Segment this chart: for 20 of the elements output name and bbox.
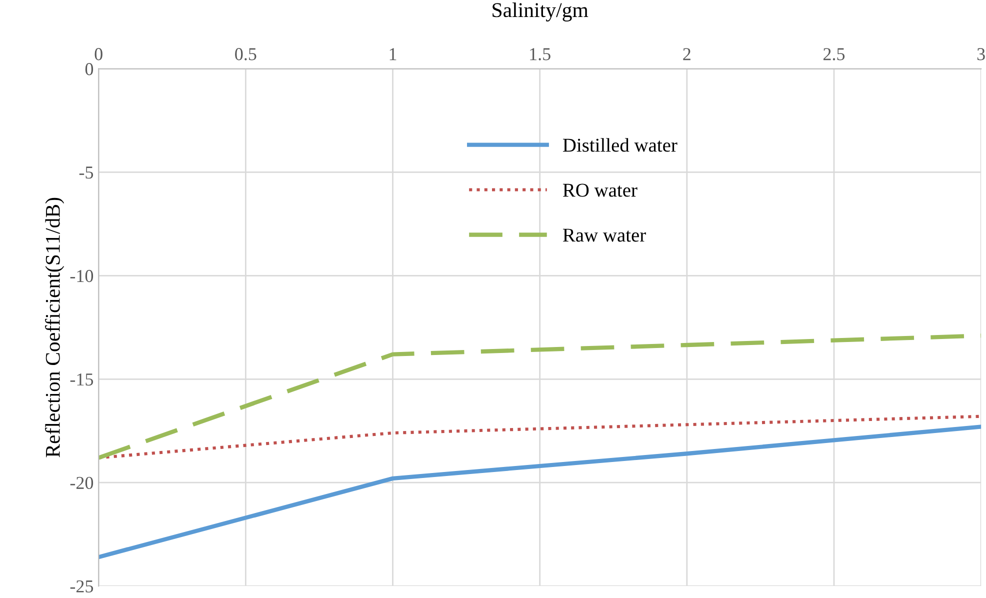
y-tick-label: -20 xyxy=(70,476,94,490)
x-tick-label: 2.5 xyxy=(824,48,845,60)
x-axis-title: Salinity/gm xyxy=(492,2,588,22)
line-series xyxy=(98,424,982,560)
line-series xyxy=(98,334,982,460)
y-axis-title: Reflection Coefficient(S11/dB) xyxy=(45,198,64,458)
y-tick-label: -10 xyxy=(70,270,94,282)
y-tick-label: -15 xyxy=(70,373,94,386)
legend-label: Distilled water xyxy=(562,138,678,152)
legend-label: RO water xyxy=(562,184,638,197)
y-tick-label: -5 xyxy=(79,166,94,179)
x-tick-label: 2 xyxy=(683,48,690,60)
y-tick-label: 0 xyxy=(85,63,94,76)
x-tick-label: 0.5 xyxy=(235,48,256,60)
y-tick-label: -25 xyxy=(70,580,94,592)
legend-label: Raw water xyxy=(562,228,646,242)
x-tick-label: 3 xyxy=(977,48,985,60)
x-tick-label: 0 xyxy=(94,48,102,60)
x-tick-label: 1 xyxy=(390,48,396,60)
x-tick-label: 1.5 xyxy=(530,48,550,60)
